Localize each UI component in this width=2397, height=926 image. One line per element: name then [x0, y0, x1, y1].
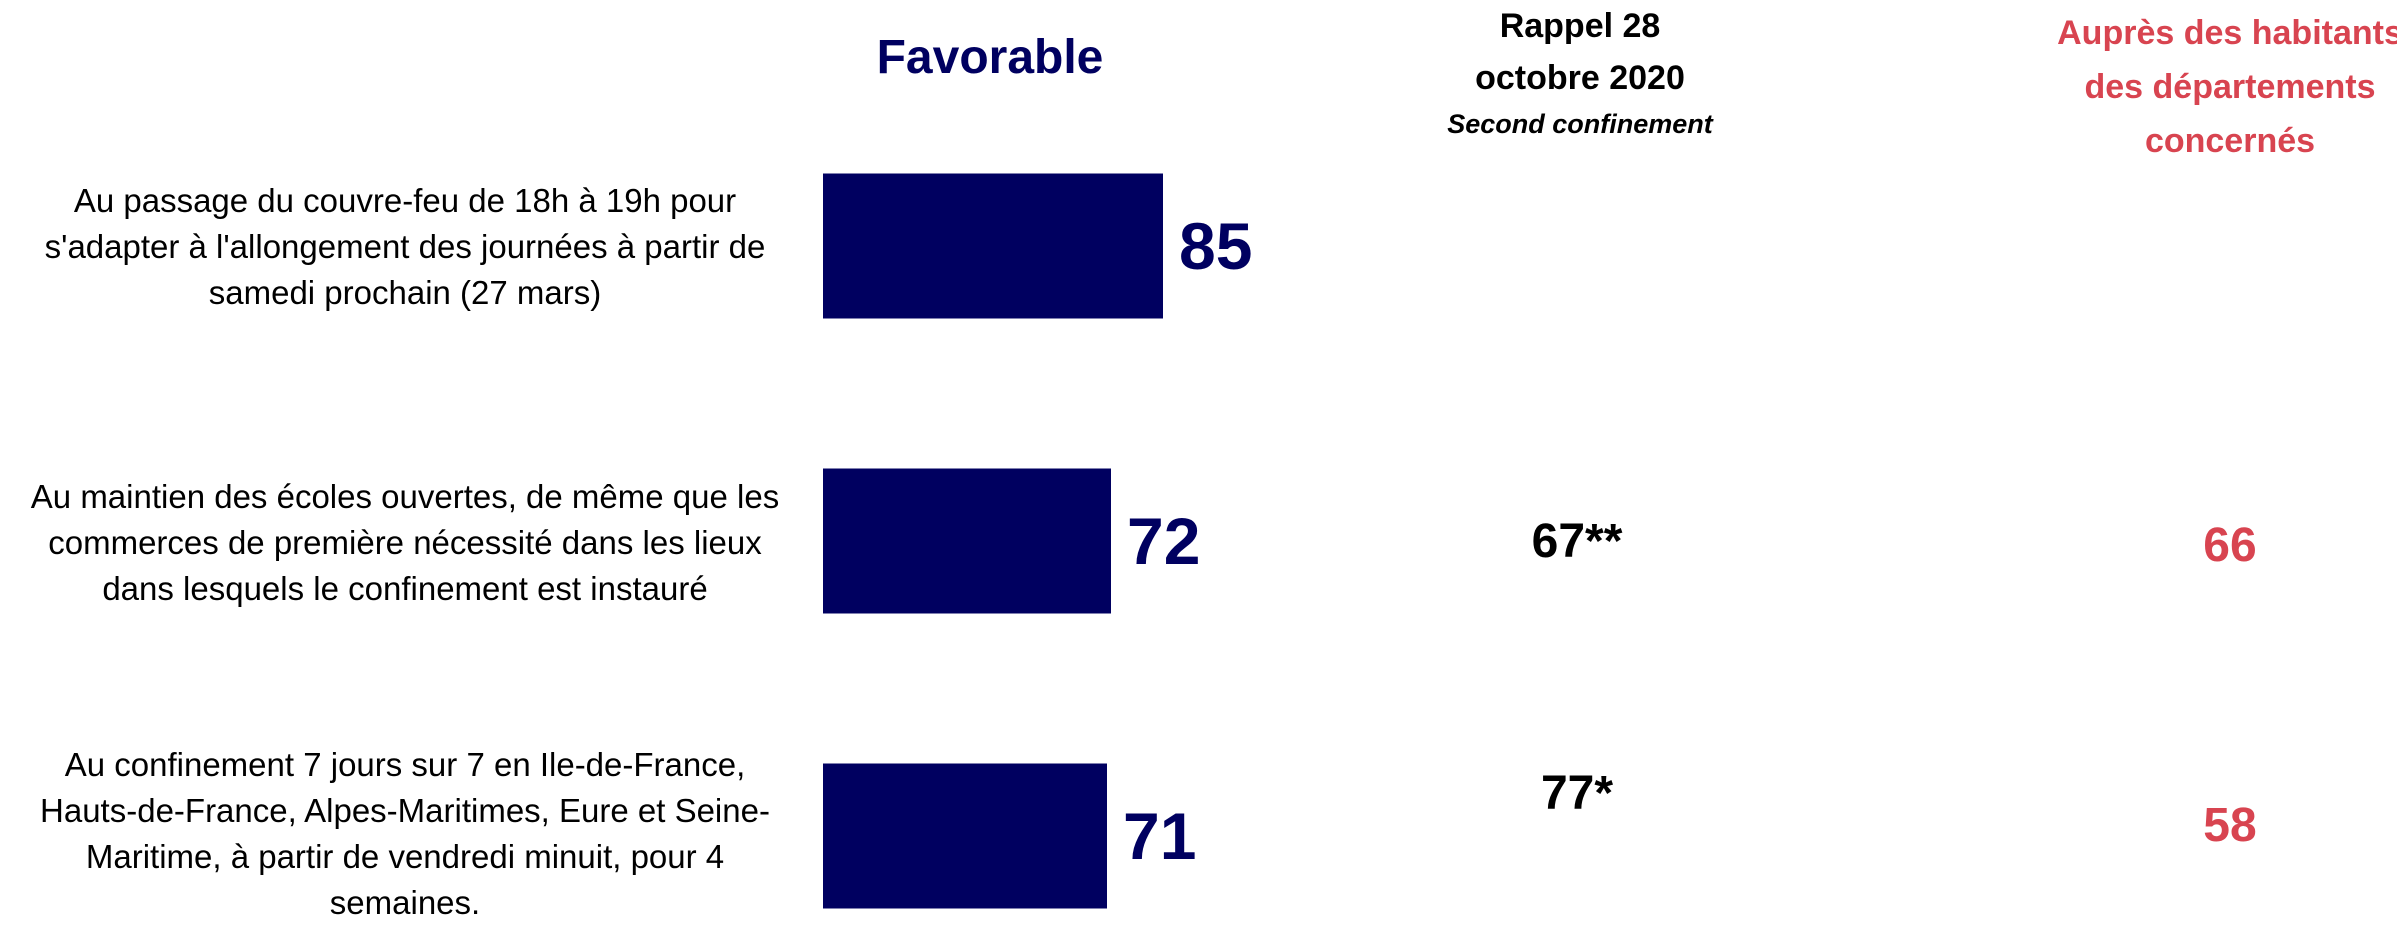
row-label-line: samedi prochain (27 mars) [208, 274, 602, 311]
row-label-line: s'adapter à l'allongement des journées à… [44, 228, 766, 265]
aupres-value-confinement: 58 [2203, 799, 2257, 852]
row-label-line: Au maintien des écoles ouvertes, de même… [30, 478, 780, 515]
row-label-line: commerces de première nécessité dans les… [48, 524, 762, 561]
favorable-bar-label-1: 85 [1179, 209, 1252, 283]
favorable-bar-2 [823, 468, 1111, 614]
row-label-line: Au confinement 7 jours sur 7 en Ile-de-F… [64, 746, 746, 783]
row-label-line: Hauts-de-France, Alpes-Maritimes, Eure e… [40, 792, 770, 829]
aupres-header-line1: Auprès des habitants [2057, 14, 2397, 52]
aupres-value-ecoles: 66 [2203, 519, 2257, 572]
row-label-confinement: Au confinement 7 jours sur 7 en Ile-de-F… [5, 742, 805, 926]
rappel-header-subtitle: Second confinement [1447, 109, 1713, 139]
row-label-couvre-feu: Au passage du couvre-feu de 18h à 19h po… [5, 178, 805, 316]
aupres-header-line3: concernés [2144, 122, 2316, 160]
row-label-line: Au passage du couvre-feu de 18h à 19h po… [73, 182, 737, 219]
rappel-header-line2: octobre 2020 [1475, 59, 1685, 97]
favorable-bar-label-2: 72 [1127, 504, 1200, 578]
favorable-bar-3 [823, 763, 1107, 909]
favorable-bar-1 [823, 173, 1163, 319]
row-label-line: dans lesquels le confinement est instaur… [102, 570, 708, 607]
favorable-bar-label-3: 71 [1123, 799, 1196, 873]
favorable-header: Favorable [876, 31, 1104, 84]
rappel-header: Rappel 28 octobre 2020 Second confinemen… [1380, 0, 1780, 144]
rappel-value-confinement: 77* [1540, 767, 1614, 820]
row-label-line: semaines. [329, 884, 481, 921]
aupres-header: Auprès des habitants des départements co… [2010, 6, 2397, 168]
row-label-line: Maritime, à partir de vendredi minuit, p… [85, 838, 725, 875]
rappel-value-ecoles: 67** [1531, 515, 1623, 568]
rappel-header-line1: Rappel 28 [1499, 7, 1661, 45]
aupres-header-line2: des départements [2084, 68, 2376, 106]
row-label-ecoles: Au maintien des écoles ouvertes, de même… [5, 474, 805, 612]
